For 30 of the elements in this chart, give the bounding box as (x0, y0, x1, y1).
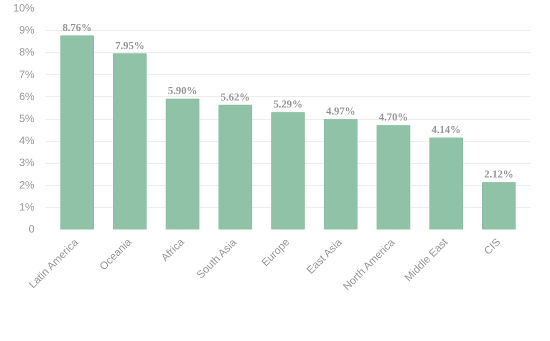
bar (429, 138, 463, 230)
y-tick-label: 0 (28, 224, 35, 236)
y-tick-label: 5% (19, 113, 36, 125)
y-tick-label: 8% (19, 46, 36, 59)
data-label: 5.62% (220, 92, 250, 104)
y-tick-label: 2% (19, 179, 36, 192)
bar (482, 182, 516, 230)
bar (166, 98, 200, 230)
x-tick-label: CIS (482, 236, 504, 258)
y-tick-label: 3% (19, 157, 36, 170)
data-label: 5.90% (168, 86, 198, 98)
y-tick-label: 4% (19, 135, 36, 148)
bar (324, 119, 358, 230)
data-label: 5.29% (273, 100, 303, 111)
bar (376, 125, 410, 230)
data-label: 2.12% (484, 170, 514, 181)
data-label: 4.70% (378, 112, 408, 124)
data-label: 4.14% (432, 125, 461, 136)
data-label: 8.76% (62, 22, 92, 34)
bar (60, 35, 94, 230)
data-label: 7.95% (115, 40, 145, 52)
bar (218, 104, 252, 230)
y-tick-label: 6% (19, 90, 36, 103)
data-label: 4.97% (326, 106, 356, 118)
bar (113, 53, 147, 230)
y-tick-label: 9% (19, 24, 36, 37)
y-tick-label: 7% (19, 68, 36, 81)
bar (271, 112, 305, 230)
y-tick-label: 1% (19, 201, 36, 214)
y-tick-label: 10% (13, 2, 36, 14)
